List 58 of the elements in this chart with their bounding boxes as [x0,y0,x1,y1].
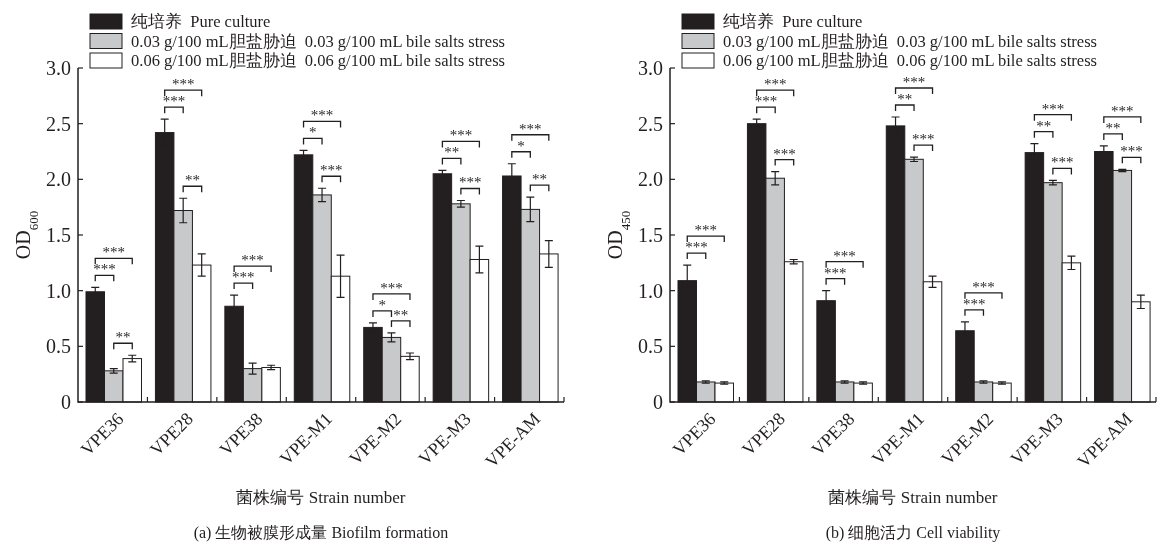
y-tick-label: 3.0 [638,57,663,79]
y-tick-label: 2.0 [638,168,663,191]
y-tick-label: 2.5 [638,112,663,135]
annotation: *** [763,76,787,93]
annotation: *** [310,107,334,124]
annotation: ** [897,90,913,107]
y-tick-label: 1.0 [46,279,71,302]
y-tick-label: 1.0 [638,279,663,302]
annotation: *** [93,261,116,278]
annotation: *** [773,145,796,162]
y-tick-label: 0.5 [46,335,71,358]
annotation: *** [1050,154,1074,171]
annotation: *** [962,295,986,312]
annotation: *** [685,239,708,256]
annotation: ** [1036,117,1052,134]
annotation: ** [393,306,409,323]
annotation: *** [380,279,403,296]
annotation: *** [833,247,856,264]
annotation: *** [902,73,926,90]
annotation: *** [912,131,935,148]
annotation: * [309,124,317,141]
annotation: *** [458,174,482,191]
annotation: *** [1120,143,1143,160]
annotation: *** [232,269,255,286]
annotation: *** [449,127,473,144]
annotation: *** [171,76,195,93]
annotation: *** [320,162,343,179]
y-tick-label: 0.5 [638,335,663,358]
annotation: *** [694,222,717,239]
y-tick-label: 3.0 [46,57,71,79]
legend-label: 纯培养 Pure culture [723,12,863,31]
text: (b) 细胞活力 Cell viability [825,524,1001,542]
annotation: ** [444,144,460,161]
annotation: ** [115,329,131,346]
annotation: *** [1111,102,1134,119]
annotation: *** [754,93,778,110]
annotation: *** [1041,100,1065,117]
annotation: ** [1105,119,1121,136]
annotation: *** [241,252,264,269]
y-tick-label: 1.5 [638,224,663,246]
annotation: *** [162,93,186,110]
annotation: *** [519,120,542,137]
annotation: * [378,296,386,313]
annotation: ** [184,172,200,189]
x-axis-title: 菌株编号 Strain number [828,488,998,507]
annotation: * [517,137,525,154]
annotation: ** [532,171,548,188]
x-axis-title: 菌株编号 Strain number [236,488,406,507]
annotation: *** [824,264,847,281]
y-tick-label: 0 [61,391,71,413]
y-tick-label: 2.0 [46,168,71,191]
y-tick-label: 2.5 [46,112,71,135]
legend-label: 纯培养 Pure culture [131,12,271,31]
y-tick-label: 1.5 [46,224,71,246]
text: (a) 生物被膜形成量 Biofilm formation [193,524,449,542]
annotation: *** [102,244,125,261]
y-tick-label: 0 [653,391,663,413]
annotation: *** [972,278,995,295]
